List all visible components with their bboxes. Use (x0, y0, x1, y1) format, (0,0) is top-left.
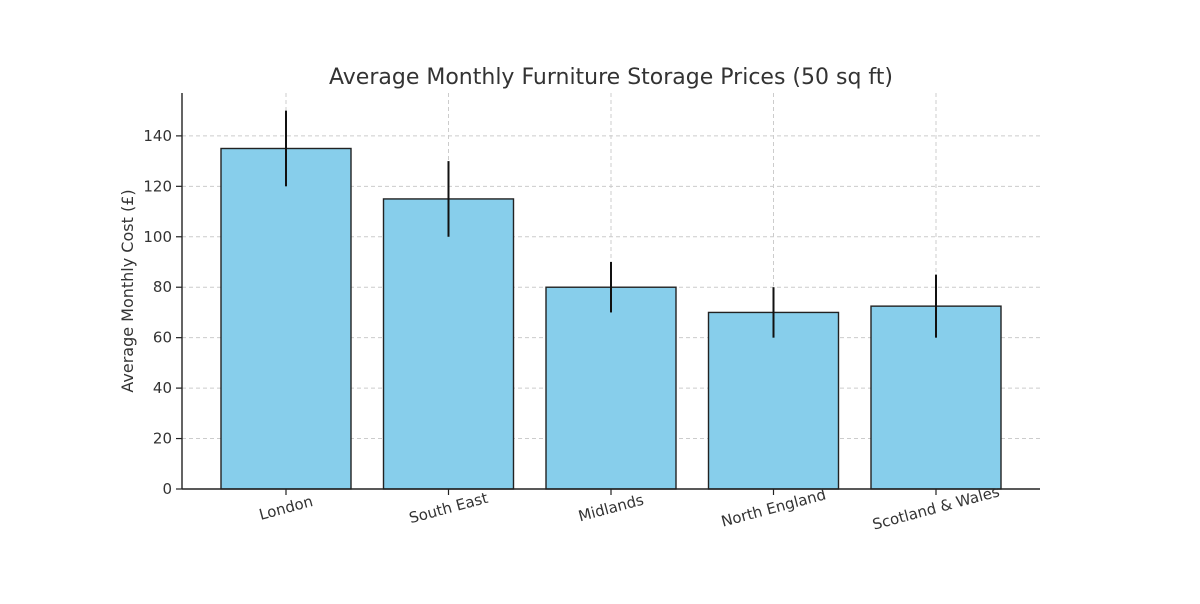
y-tick-label: 100 (143, 228, 172, 246)
y-tick-label: 120 (143, 177, 172, 195)
bar-south-east (382, 198, 515, 490)
error-bars (285, 110, 937, 338)
y-tick-label: 140 (143, 127, 172, 145)
y-tick-label: 0 (162, 480, 172, 498)
y-tick-label: 40 (153, 379, 172, 397)
x-tick-label: London (257, 492, 315, 524)
axes (176, 93, 1040, 495)
bars (220, 147, 1002, 490)
chart-title: Average Monthly Furniture Storage Prices… (329, 65, 893, 90)
y-tick-label: 60 (153, 329, 172, 347)
bar-north-england (707, 311, 840, 490)
y-axis-label: Average Monthly Cost (£) (118, 189, 137, 392)
y-tick-label: 20 (153, 430, 172, 448)
x-tick-labels: London South East Midlands North England Sco… (257, 482, 1002, 533)
bar-midlands (545, 286, 677, 490)
bar-london (220, 147, 352, 490)
y-tick-labels: 0 20 40 60 80 100 120 140 (143, 127, 172, 498)
y-tick-label: 80 (153, 278, 172, 296)
x-tick-label: Midlands (576, 491, 645, 526)
